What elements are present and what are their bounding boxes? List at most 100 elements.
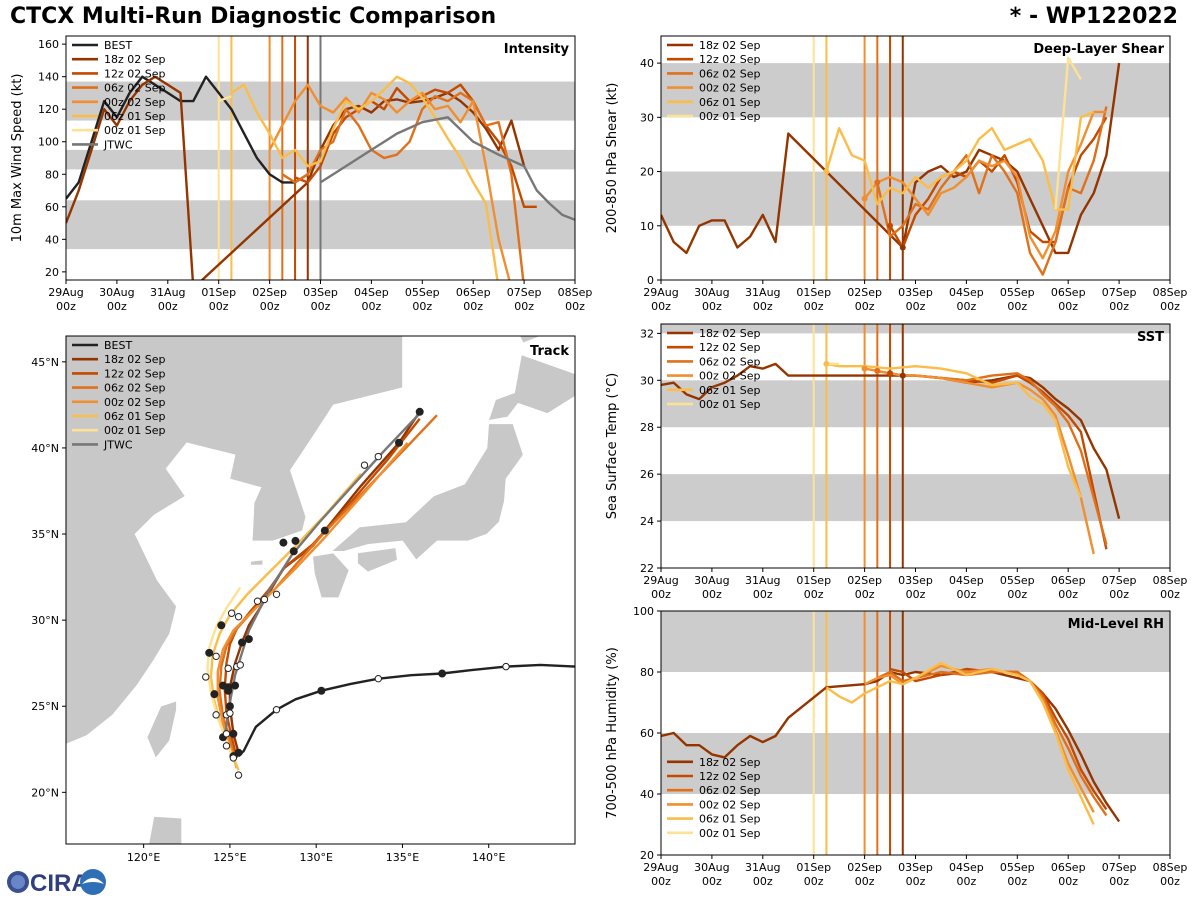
- x-tick-label: 00z: [651, 300, 671, 313]
- x-tick-label: 00z: [702, 588, 722, 601]
- x-tick-label: 08Sep: [558, 286, 593, 299]
- x-tick-label: 05Sep: [1000, 286, 1035, 299]
- x-tick-label: 00z: [906, 588, 926, 601]
- series-line: [268, 83, 511, 280]
- y-tick-label: 40: [45, 233, 59, 246]
- x-tick-label: 00z: [804, 875, 824, 888]
- x-tick-label: 03Sep: [898, 861, 933, 874]
- x-tick-label: 29Aug: [643, 861, 678, 874]
- series-line: [826, 362, 1083, 499]
- y-axis-label: 200-850 hPa Shear (kt): [605, 83, 620, 234]
- y-tick-label: 140: [38, 71, 59, 84]
- series-line: [294, 83, 537, 209]
- x-tick-label: 00z: [906, 300, 926, 313]
- x-tick-label: 00z: [1160, 588, 1180, 601]
- track-marker-open: [222, 742, 231, 750]
- track-marker-open: [234, 612, 243, 621]
- track-marker-open: [227, 609, 236, 617]
- x-tick-label: 00z: [1007, 588, 1027, 601]
- series-line: [319, 116, 575, 221]
- y-tick-label: 60: [640, 727, 654, 740]
- x-tick-label: 130°E: [299, 851, 332, 864]
- panel-title: Deep-Layer Shear: [1033, 42, 1164, 57]
- legend-label: 18z 02 Sep: [699, 39, 761, 52]
- shaded-band: [661, 611, 1170, 672]
- intensity-chart: 29Aug00z30Aug00z31Aug00z01Sep00z02Sep00z…: [10, 35, 593, 313]
- panel-title: Mid-Level RH: [1068, 617, 1164, 632]
- x-tick-label: 00z: [1160, 300, 1180, 313]
- track-marker-open: [229, 754, 238, 762]
- x-tick-label: 29Aug: [643, 574, 678, 587]
- x-tick-label: 00z: [957, 875, 977, 888]
- series-line: [825, 110, 1095, 211]
- x-tick-label: 00z: [1058, 875, 1078, 888]
- land-polygon: [250, 559, 264, 566]
- land-polygon: [330, 423, 524, 561]
- y-tick-label: 24: [640, 515, 654, 528]
- y-axis-label: Sea Surface Temp (°C): [605, 373, 620, 520]
- y-axis-label: 700-500 hPa Humidity (%): [605, 647, 620, 819]
- x-tick-label: 04Sep: [354, 286, 389, 299]
- legend-label: 00z 02 Sep: [699, 370, 761, 383]
- track-marker-filled: [224, 686, 233, 695]
- x-tick-label: 01Sep: [796, 286, 831, 299]
- legend-label: 00z 01 Sep: [699, 398, 761, 411]
- track-marker-filled: [205, 648, 214, 657]
- track-marker-filled: [317, 686, 326, 695]
- track-marker-open: [236, 661, 244, 669]
- x-tick-label: 01Sep: [796, 574, 831, 587]
- land-polygon: [357, 547, 398, 573]
- plot-area: [66, 336, 575, 844]
- legend-label: 00z 01 Sep: [104, 124, 166, 137]
- track-marker-open: [234, 771, 243, 779]
- x-tick-label: 00z: [311, 300, 331, 313]
- track-marker-open: [253, 597, 262, 605]
- track-marker-filled: [320, 526, 329, 535]
- y-tick-label: 40: [640, 57, 654, 70]
- y-tick-label: 80: [45, 168, 59, 181]
- legend-label: 06z 02 Sep: [699, 784, 761, 797]
- y-tick-label: 10: [640, 220, 654, 233]
- track-marker-open: [212, 652, 220, 660]
- legend-label: 00z 02 Sep: [699, 798, 761, 811]
- x-tick-label: 00z: [855, 588, 875, 601]
- x-tick-label: 03Sep: [898, 286, 933, 299]
- x-tick-label: 00z: [463, 300, 483, 313]
- x-tick-label: 29Aug: [48, 286, 83, 299]
- plot-area: [661, 611, 1170, 855]
- init-marker: [887, 222, 894, 229]
- x-tick-label: 00z: [1109, 875, 1129, 888]
- track-marker-open: [374, 452, 383, 461]
- x-tick-label: 05Sep: [1000, 574, 1035, 587]
- x-tick-label: 30Aug: [694, 861, 729, 874]
- y-tick-label: 80: [640, 666, 654, 679]
- x-tick-label: 135°E: [386, 851, 419, 864]
- track-marker-open: [260, 595, 269, 604]
- y-tick-label: 22: [640, 562, 654, 575]
- x-tick-label: 02Sep: [847, 861, 882, 874]
- legend-label: 00z 01 Sep: [104, 424, 166, 437]
- track-marker-open: [224, 664, 232, 673]
- land-polygon: [312, 552, 350, 599]
- y-tick-label: 32: [640, 327, 654, 340]
- x-tick-label: 07Sep: [1102, 574, 1137, 587]
- legend-label: BEST: [104, 339, 132, 352]
- shaded-band: [661, 380, 1170, 428]
- legend-label: 06z 01 Sep: [699, 813, 761, 826]
- x-tick-label: 02Sep: [252, 286, 287, 299]
- track-marker-filled: [395, 438, 404, 447]
- series-line: [864, 367, 1095, 555]
- x-tick-label: 00z: [412, 300, 432, 313]
- y-tick-label: 0: [647, 274, 654, 287]
- x-tick-label: 00z: [209, 300, 229, 313]
- track-marker-filled: [279, 538, 288, 547]
- x-tick-label: 00z: [702, 300, 722, 313]
- track-marker-open: [502, 662, 510, 671]
- x-tick-label: 30Aug: [99, 286, 134, 299]
- y-tick-label: 40: [640, 788, 654, 801]
- track-marker-open: [226, 709, 234, 717]
- logo-text: CIRA: [30, 870, 89, 897]
- x-tick-label: 00z: [651, 588, 671, 601]
- x-tick-label: 06Sep: [1051, 574, 1086, 587]
